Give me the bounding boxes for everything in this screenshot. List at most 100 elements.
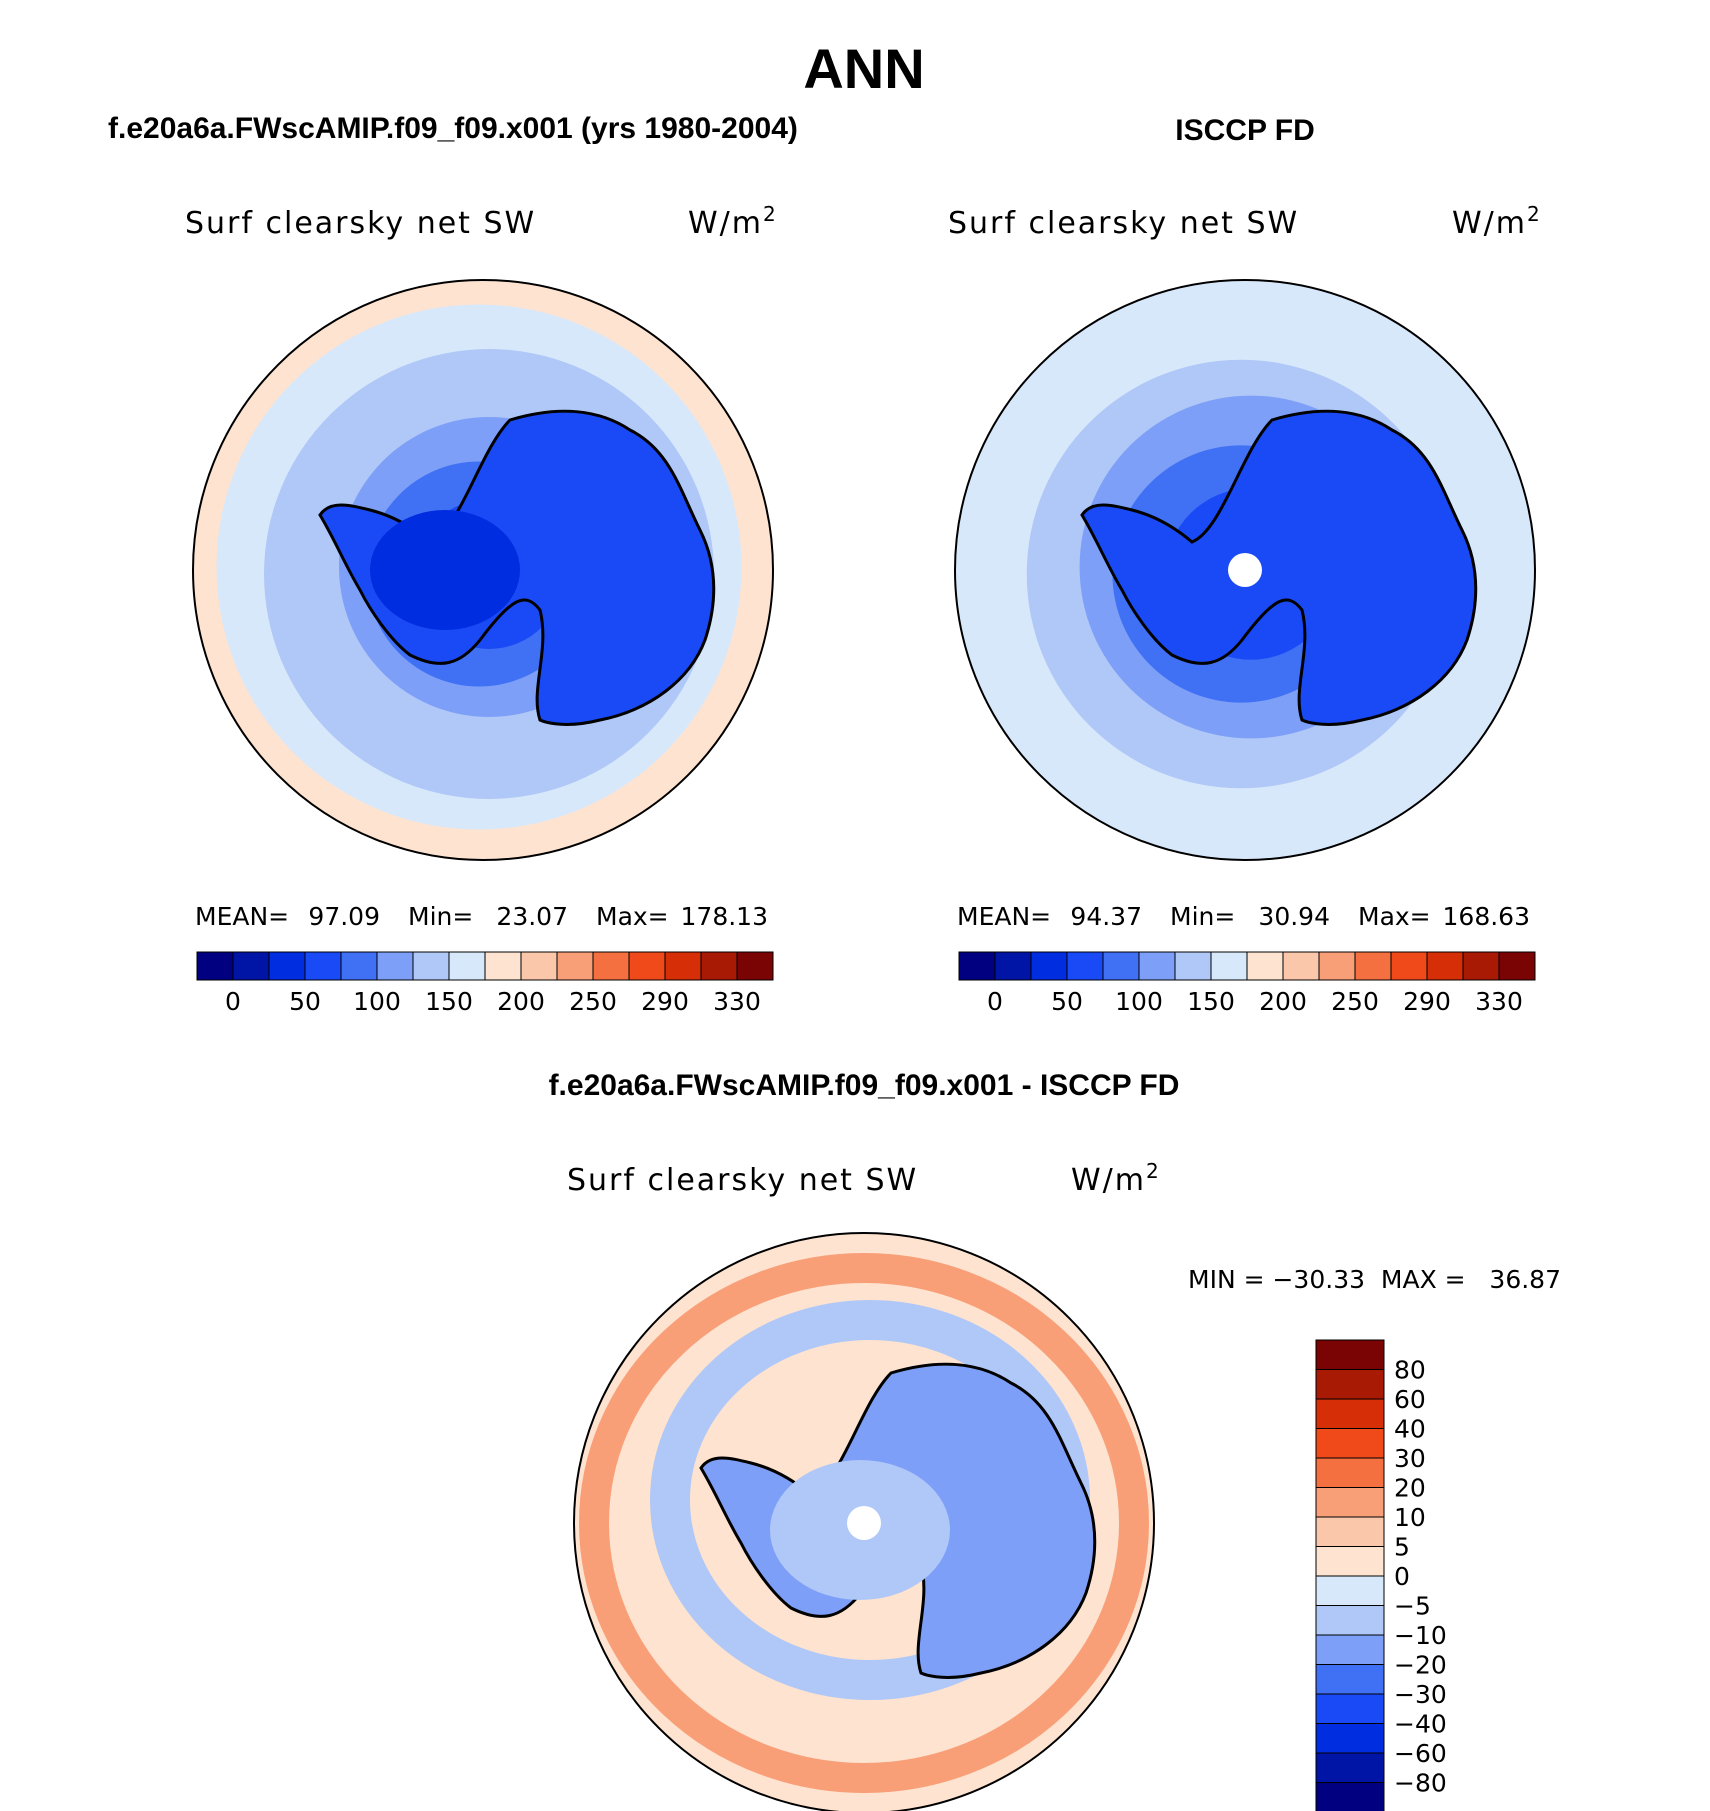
panel-obs-colorbar-box-4 <box>1102 951 1140 981</box>
panel-model-colorbar-tick-1: 50 <box>289 987 321 1016</box>
panel-model-colorbar <box>196 951 774 981</box>
panel-model-header: f.e20a6a.FWscAMIP.f09_f09.x001 (yrs 1980… <box>108 112 798 145</box>
panel-diff-colorbar <box>1315 1339 1385 1811</box>
panel-diff: f.e20a6a.FWscAMIP.f09_f09.x001 - ISCCP F… <box>549 1069 1561 1811</box>
panel-model-colorbar-box-0 <box>196 951 234 981</box>
panel-diff-colorbar-box-1 <box>1315 1369 1385 1400</box>
panel-obs-colorbar-box-13 <box>1426 951 1464 981</box>
panel-obs-colorbar-ticks: 0 50 100 150 200 250 290 330 <box>987 987 1523 1016</box>
panel-model-colorbar-box-4 <box>340 951 378 981</box>
panel-model-colorbar-box-15 <box>736 951 774 981</box>
panel-diff-colorbar-box-4 <box>1315 1457 1385 1488</box>
panel-diff-colorbar-box-15 <box>1315 1782 1385 1811</box>
panel-obs-colorbar-box-6 <box>1174 951 1212 981</box>
panel-obs-colorbar-tick-2: 100 <box>1115 987 1163 1016</box>
panel-diff-colorbar-tick-10: −20 <box>1394 1651 1447 1680</box>
panel-diff-field: Surf clearsky net SW <box>567 1163 918 1198</box>
panel-diff-colorbar-tick-9: −10 <box>1394 1621 1447 1650</box>
panel-diff-units-exp: 2 <box>1146 1159 1161 1183</box>
panel-model-colorbar-box-3 <box>304 951 342 981</box>
panel-diff-pole-missing <box>847 1506 881 1540</box>
panel-model-colorbar-tick-3: 150 <box>425 987 473 1016</box>
panel-diff-colorbar-box-7 <box>1315 1546 1385 1577</box>
panel-model-mean-value: 97.09 <box>308 902 380 931</box>
panel-obs-colorbar-box-5 <box>1138 951 1176 981</box>
panel-diff-units-base: W/m <box>1071 1163 1146 1198</box>
panel-diff-colorbar-tick-7: 0 <box>1394 1562 1410 1591</box>
panel-diff-colorbar-tick-1: 60 <box>1394 1385 1426 1414</box>
panel-obs-units-base: W/m <box>1452 206 1527 241</box>
panel-diff-colorbar-box-8 <box>1315 1575 1385 1606</box>
panel-model-colorbar-box-12 <box>628 951 666 981</box>
panel-obs-colorbar-box-3 <box>1066 951 1104 981</box>
panel-diff-colorbar-tick-6: 5 <box>1394 1533 1410 1562</box>
panel-obs-pole-missing <box>1228 553 1262 587</box>
panel-model-colorbar-tick-0: 0 <box>225 987 241 1016</box>
panel-obs-colorbar-box-12 <box>1390 951 1428 981</box>
panel-diff-colorbar-box-9 <box>1315 1605 1385 1636</box>
panel-diff-colorbar-box-12 <box>1315 1693 1385 1724</box>
panel-model-units-base: W/m <box>688 206 763 241</box>
panel-diff-units: W/m2 <box>1071 1159 1161 1198</box>
panel-diff-colorbar-tick-3: 30 <box>1394 1444 1426 1473</box>
panel-diff-colorbar-tick-11: −30 <box>1394 1680 1447 1709</box>
panel-obs-max-value: 168.63 <box>1443 902 1530 931</box>
panel-diff-colorbar-tick-5: 10 <box>1394 1503 1426 1532</box>
panel-model-min-value: 23.07 <box>496 902 568 931</box>
panel-obs-colorbar-box-14 <box>1462 951 1500 981</box>
panel-model-max-value: 178.13 <box>681 902 768 931</box>
panel-model-colorbar-box-10 <box>556 951 594 981</box>
panel-obs-colorbar-box-2 <box>1030 951 1068 981</box>
panel-model-colorbar-tick-6: 290 <box>641 987 689 1016</box>
figure-title: ANN <box>803 37 924 100</box>
panel-obs-colorbar-box-11 <box>1354 951 1392 981</box>
panel-model-colorbar-ticks: 0 50 100 150 200 250 290 330 <box>225 987 761 1016</box>
panel-obs-colorbar-tick-3: 150 <box>1187 987 1235 1016</box>
panel-model-colorbar-tick-2: 100 <box>353 987 401 1016</box>
panel-obs-mean-label: MEAN= <box>957 902 1051 931</box>
panel-obs-colorbar-box-15 <box>1498 951 1536 981</box>
panel-obs-field: Surf clearsky net SW <box>948 206 1299 241</box>
panel-diff-map-border <box>573 1232 1155 1811</box>
panel-diff-colorbar-tick-4: 20 <box>1394 1474 1426 1503</box>
panel-obs-colorbar <box>958 951 1536 981</box>
panel-diff-colorbar-box-6 <box>1315 1516 1385 1547</box>
panel-obs: ISCCP FD Surf clearsky net SW W/m2 MEAN=… <box>948 114 1542 1016</box>
panel-model-colorbar-box-7 <box>448 951 486 981</box>
panel-model-colorbar-box-11 <box>592 951 630 981</box>
panel-model-units-exp: 2 <box>763 202 778 226</box>
panel-obs-colorbar-tick-7: 330 <box>1475 987 1523 1016</box>
panel-obs-colorbar-box-9 <box>1282 951 1320 981</box>
panel-obs-units: W/m2 <box>1452 202 1542 241</box>
panel-obs-colorbar-tick-6: 290 <box>1403 987 1451 1016</box>
panel-model-field: Surf clearsky net SW <box>185 206 536 241</box>
panel-model-colorbar-box-6 <box>412 951 450 981</box>
panel-diff-header: f.e20a6a.FWscAMIP.f09_f09.x001 - ISCCP F… <box>549 1069 1180 1102</box>
panel-obs-colorbar-tick-1: 50 <box>1051 987 1083 1016</box>
panel-obs-stats: MEAN= 94.37 Min= 30.94 Max= 168.63 <box>957 902 1530 931</box>
panel-model-max-label: Max= <box>596 902 669 931</box>
panel-model-colorbar-box-8 <box>484 951 522 981</box>
panel-diff-colorbar-box-13 <box>1315 1723 1385 1754</box>
panel-model-colorbar-box-14 <box>700 951 738 981</box>
panel-diff-colorbar-tick-8: −5 <box>1394 1592 1431 1621</box>
panel-obs-mean-value: 94.37 <box>1070 902 1142 931</box>
panel-obs-colorbar-box-7 <box>1210 951 1248 981</box>
panel-obs-units-exp: 2 <box>1527 202 1542 226</box>
panel-obs-max-label: Max= <box>1358 902 1431 931</box>
panel-diff-colorbar-tick-14: −80 <box>1394 1769 1447 1798</box>
panel-model-min-label: Min= <box>408 902 473 931</box>
panel-obs-colorbar-tick-5: 250 <box>1331 987 1379 1016</box>
panel-diff-colorbar-box-3 <box>1315 1428 1385 1459</box>
panel-model-continent-interior <box>370 510 520 630</box>
panel-diff-colorbar-box-11 <box>1315 1664 1385 1695</box>
panel-model-stats: MEAN= 97.09 Min= 23.07 Max= 178.13 <box>195 902 768 931</box>
panel-diff-colorbar-box-2 <box>1315 1398 1385 1429</box>
panel-model-map-border <box>192 279 774 861</box>
panel-obs-colorbar-box-0 <box>958 951 996 981</box>
panel-diff-warm-band <box>579 1253 1149 1793</box>
panel-obs-colorbar-tick-0: 0 <box>987 987 1003 1016</box>
panel-model-colorbar-tick-4: 200 <box>497 987 545 1016</box>
panel-obs-colorbar-box-10 <box>1318 951 1356 981</box>
